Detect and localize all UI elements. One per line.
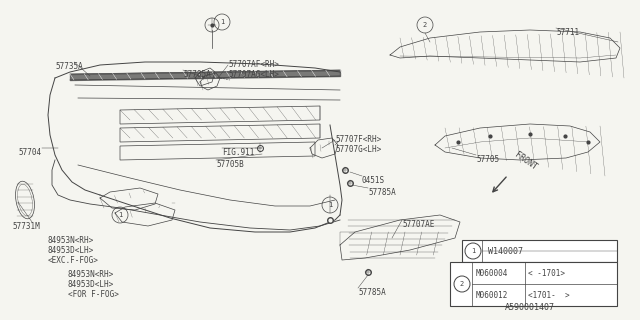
Text: 84953D<LH>: 84953D<LH>: [48, 246, 94, 255]
Text: 1: 1: [328, 202, 332, 208]
Text: M060012: M060012: [476, 291, 508, 300]
Text: 84953D<LH>: 84953D<LH>: [68, 280, 115, 289]
Text: 57707F<RH>: 57707F<RH>: [335, 135, 381, 144]
Text: 57707AG<LH>: 57707AG<LH>: [228, 70, 279, 79]
Text: <FOR F-FOG>: <FOR F-FOG>: [68, 290, 119, 299]
FancyBboxPatch shape: [462, 240, 617, 262]
Text: 57711: 57711: [556, 28, 579, 37]
Text: 57735A: 57735A: [55, 62, 83, 71]
Text: 57785A: 57785A: [358, 288, 386, 297]
Text: 57785A: 57785A: [183, 70, 211, 79]
Text: 57785A: 57785A: [368, 188, 396, 197]
Text: 2: 2: [423, 22, 427, 28]
Text: 57704: 57704: [18, 148, 41, 157]
Text: <EXC.F-FOG>: <EXC.F-FOG>: [48, 256, 99, 265]
Text: FRONT: FRONT: [513, 150, 539, 172]
Text: 57705: 57705: [476, 155, 499, 164]
Text: 57707AE: 57707AE: [402, 220, 435, 229]
Text: 57707AF<RH>: 57707AF<RH>: [228, 60, 279, 69]
Text: 1: 1: [118, 212, 122, 218]
Text: 2: 2: [460, 281, 464, 287]
Text: 57707G<LH>: 57707G<LH>: [335, 145, 381, 154]
Text: 57731M: 57731M: [12, 222, 40, 231]
FancyBboxPatch shape: [450, 262, 617, 306]
Text: 1: 1: [220, 19, 224, 25]
Text: 57705B: 57705B: [216, 160, 244, 169]
Text: W140007: W140007: [488, 246, 523, 255]
Text: FIG.911: FIG.911: [222, 148, 254, 157]
Text: 0451S: 0451S: [362, 176, 385, 185]
Text: 1: 1: [471, 248, 475, 254]
Text: < -1701>: < -1701>: [528, 268, 565, 277]
Text: 84953N<RH>: 84953N<RH>: [68, 270, 115, 279]
Text: M060004: M060004: [476, 268, 508, 277]
Text: A590001407: A590001407: [505, 303, 555, 312]
Text: <1701-  >: <1701- >: [528, 291, 570, 300]
Text: 84953N<RH>: 84953N<RH>: [48, 236, 94, 245]
